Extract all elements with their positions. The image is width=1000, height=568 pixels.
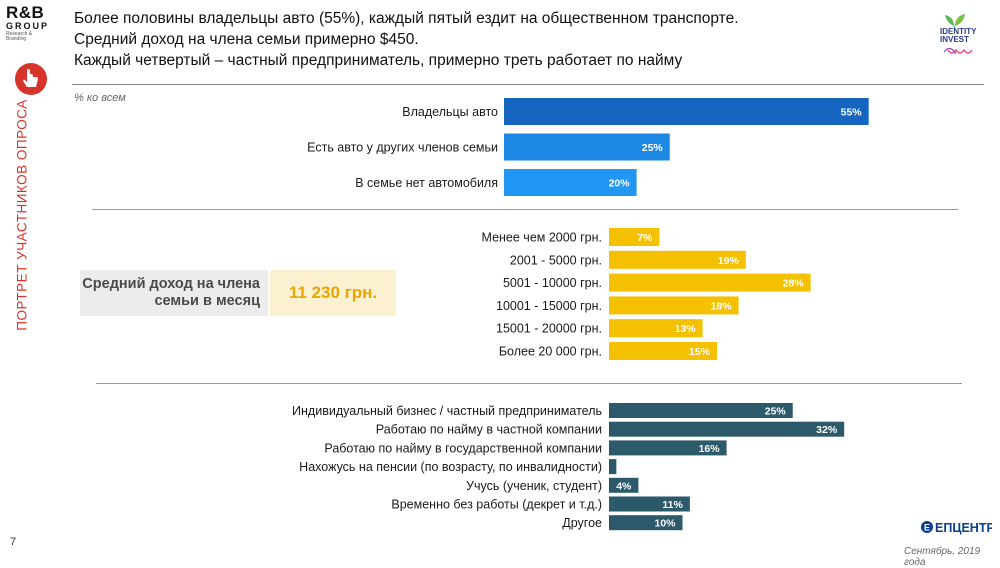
employment-bar bbox=[609, 459, 617, 475]
sprout-icon bbox=[943, 14, 973, 55]
income-category-label: Более 20 000 грн. bbox=[499, 345, 602, 359]
income-bar bbox=[609, 228, 660, 246]
car-bar bbox=[504, 133, 670, 161]
identity-logo-line2: INVEST bbox=[940, 35, 969, 44]
income-category-label: 15001 - 20000 грн. bbox=[496, 322, 602, 336]
employment-category-label: Индивидуальный бизнес / частный предприн… bbox=[292, 404, 602, 418]
income-bar bbox=[609, 342, 717, 360]
rb-logo-tagline: Research & Branding bbox=[6, 31, 33, 42]
employment-value-label: 1% bbox=[618, 462, 634, 474]
income-bar bbox=[609, 319, 703, 338]
income-summary: Средний доход на члена семьи в месяц 11 … bbox=[80, 270, 396, 316]
employment-category-label: Временно без работы (декрет и т.д.) bbox=[391, 498, 602, 512]
employment-value-label: 32% bbox=[816, 424, 838, 436]
rb-group-logo: R&B GROUP Research & Branding bbox=[6, 4, 52, 42]
employment-bar bbox=[609, 440, 727, 456]
section-divider-2 bbox=[96, 383, 962, 384]
identity-invest-logo: IDENTITY INVEST bbox=[936, 10, 992, 58]
income-category-label: Менее чем 2000 грн. bbox=[482, 231, 602, 245]
income-value-label: 7% bbox=[637, 232, 653, 244]
car-value-label: 55% bbox=[841, 107, 863, 119]
car-category-label: Владельцы авто bbox=[402, 105, 498, 119]
employment-category-label: Другое bbox=[562, 516, 602, 530]
svg-text:Е: Е bbox=[924, 523, 930, 533]
income-value-label: 28% bbox=[783, 278, 805, 290]
income-distribution-chart: Менее чем 2000 грн. 7% 2001 - 5000 грн. 19%… bbox=[482, 228, 811, 360]
rb-logo-text: R&B bbox=[6, 3, 45, 22]
employment-bar bbox=[609, 403, 793, 418]
car-category-label: Есть авто у других членов семьи bbox=[307, 141, 498, 155]
income-value-label: 19% bbox=[718, 255, 740, 267]
slide-header: Более половины владельцы авто (55%), каж… bbox=[74, 8, 924, 71]
income-value-label: 13% bbox=[675, 323, 697, 335]
employment-bar bbox=[609, 477, 639, 493]
header-line-3: Каждый четвертый – частный предпринимате… bbox=[74, 52, 683, 69]
car-value-label: 25% bbox=[642, 142, 664, 154]
car-ownership-chart: Владельцы авто 55% Есть авто у других член… bbox=[307, 98, 869, 196]
employment-value-label: 10% bbox=[654, 518, 676, 530]
employment-bar bbox=[609, 496, 690, 512]
employment-category-label: Работаю по найму в государственной компа… bbox=[324, 441, 602, 455]
income-bar bbox=[609, 250, 746, 269]
employment-category-label: Учусь (ученик, студент) bbox=[466, 479, 602, 493]
income-label: Средний доход на члена семьи в месяц bbox=[80, 270, 268, 316]
income-bar bbox=[609, 296, 739, 315]
car-bar bbox=[504, 98, 869, 125]
epicentr-logo: Е ЕПЦЕНТР bbox=[920, 518, 995, 536]
car-bar bbox=[504, 169, 637, 196]
employment-value-label: 25% bbox=[765, 406, 787, 418]
hand-pointer-icon bbox=[14, 62, 48, 96]
header-line-1: Более половины владельцы авто (55%), каж… bbox=[74, 10, 739, 27]
employment-bar bbox=[609, 515, 683, 531]
income-value-label: 18% bbox=[711, 300, 733, 312]
header-line-2: Средний доход на члена семьи примерно $4… bbox=[74, 31, 419, 48]
date-note: Сентябрь, 2019 года bbox=[904, 546, 981, 568]
income-category-label: 2001 - 5000 грн. bbox=[510, 253, 602, 267]
income-category-label: 10001 - 15000 грн. bbox=[496, 299, 602, 313]
header-divider bbox=[72, 84, 984, 85]
employment-category-label: Работаю по найму в частной компании bbox=[376, 423, 602, 437]
employment-chart: Индивидуальный бизнес / частный предприн… bbox=[292, 403, 845, 531]
employment-value-label: 4% bbox=[616, 480, 632, 492]
income-bar bbox=[609, 273, 811, 292]
income-category-label: 5001 - 10000 грн. bbox=[503, 276, 602, 290]
car-value-label: 20% bbox=[609, 178, 631, 190]
income-value-label: 15% bbox=[689, 346, 711, 358]
identity-logo-line1: IDENTITY bbox=[940, 27, 977, 36]
employment-value-label: 16% bbox=[699, 443, 721, 455]
employment-bar bbox=[609, 421, 845, 437]
rb-logo-group: GROUP bbox=[6, 21, 50, 31]
employment-value-label: 11% bbox=[662, 499, 683, 511]
epicentr-logo-text: ЕПЦЕНТР bbox=[935, 521, 992, 535]
page-number: 7 bbox=[10, 536, 17, 548]
section-divider-1 bbox=[92, 209, 958, 210]
income-value: 11 230 грн. bbox=[270, 270, 396, 316]
employment-category-label: Нахожусь на пенсии (по возрасту, по инва… bbox=[299, 460, 602, 474]
unit-note: % ко всем bbox=[74, 92, 126, 104]
car-category-label: В семье нет автомобиля bbox=[355, 176, 498, 190]
